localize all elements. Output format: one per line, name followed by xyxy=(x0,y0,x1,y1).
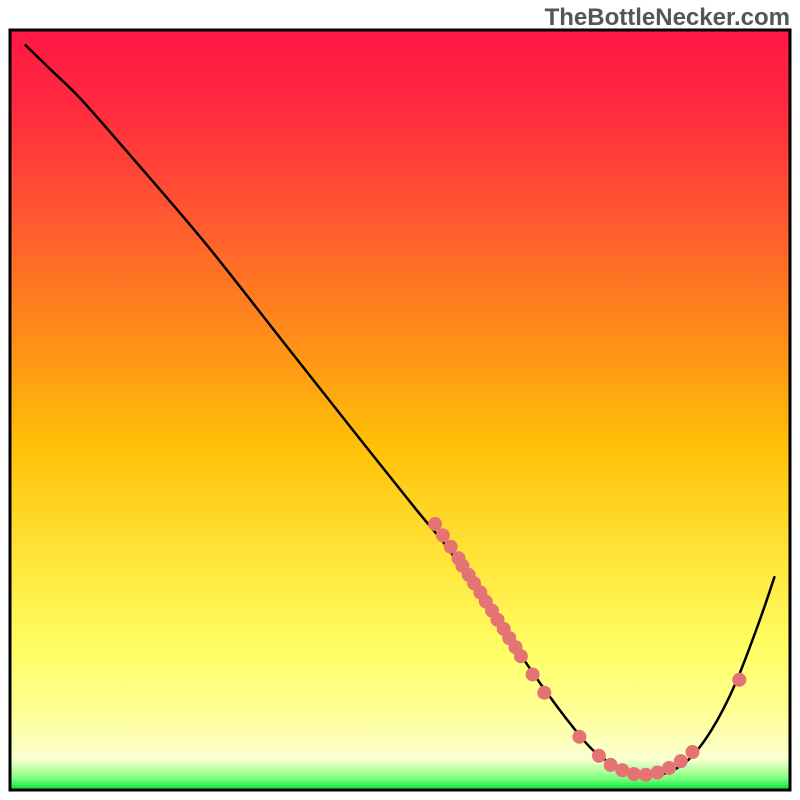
chart-background xyxy=(10,30,790,790)
data-marker xyxy=(572,730,586,744)
data-marker xyxy=(592,749,606,763)
data-marker xyxy=(537,686,551,700)
data-marker xyxy=(526,667,540,681)
data-marker xyxy=(444,540,458,554)
data-marker xyxy=(674,754,688,768)
data-marker xyxy=(639,768,653,782)
data-marker xyxy=(686,745,700,759)
data-marker xyxy=(436,528,450,542)
data-marker xyxy=(662,761,676,775)
data-marker xyxy=(428,517,442,531)
bottleneck-chart: TheBottleNecker.com xyxy=(0,0,800,800)
chart-svg xyxy=(0,0,800,800)
data-marker xyxy=(732,673,746,687)
data-marker xyxy=(514,649,528,663)
